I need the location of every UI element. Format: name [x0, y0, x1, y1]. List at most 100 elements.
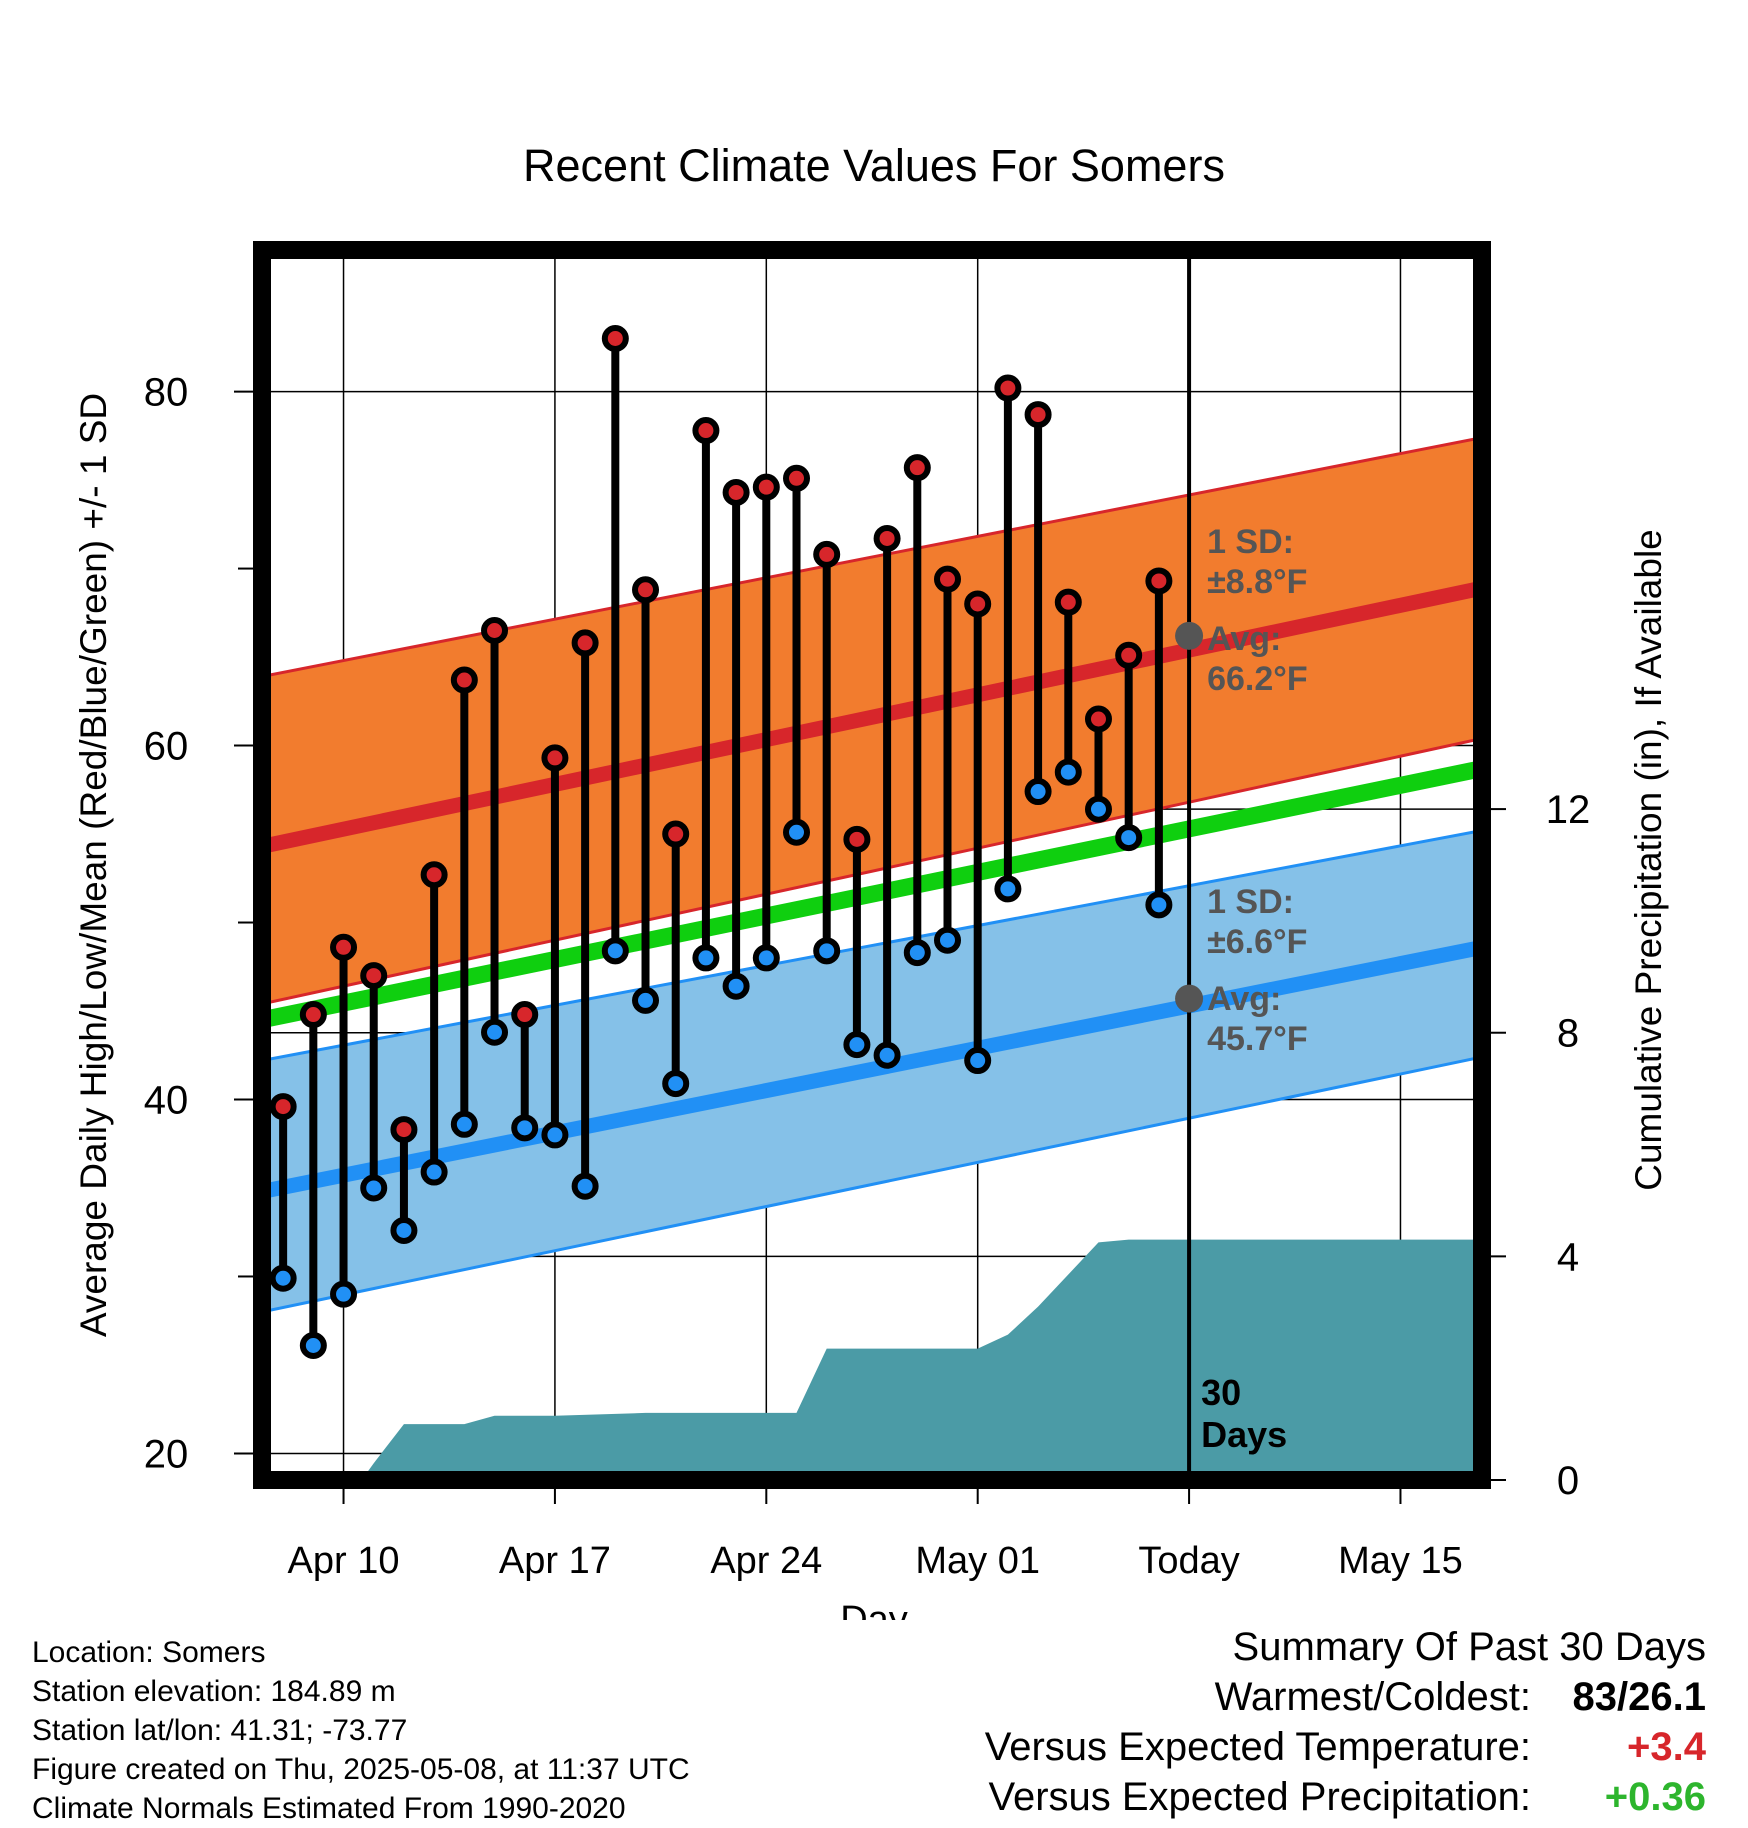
low-marker [420, 1158, 448, 1186]
high-marker [903, 454, 931, 482]
precipitation-area [262, 1239, 1482, 1480]
y2-tick-label: 0 [1557, 1459, 1579, 1503]
low-marker [813, 937, 841, 965]
location-text: Location: Somers [32, 1636, 266, 1669]
x-tick-label: Today [1138, 1540, 1239, 1582]
high-marker [1084, 705, 1112, 733]
y2-tick-label: 12 [1546, 788, 1591, 832]
x-tick-label: Apr 10 [288, 1540, 400, 1582]
low-marker [299, 1331, 327, 1359]
low-marker [873, 1041, 901, 1069]
low-marker [390, 1216, 418, 1244]
high-marker [299, 1001, 327, 1029]
chart-title: Recent Climate Values For Somers [523, 140, 1225, 191]
low-marker [1145, 891, 1173, 919]
low-marker [692, 944, 720, 972]
high-marker [964, 590, 992, 618]
today-days-label-line: Days [1201, 1414, 1287, 1455]
low-marker [1084, 795, 1112, 823]
low-marker [903, 939, 931, 967]
summary-row-warm-cold: Warmest/Coldest: 83/26.1 [985, 1672, 1706, 1722]
low-marker [964, 1047, 992, 1075]
y-tick-label: 20 [144, 1432, 189, 1476]
high-marker [420, 861, 448, 889]
high-marker [1054, 588, 1082, 616]
high-marker [511, 1001, 539, 1029]
temp-value: +3.4 [1627, 1725, 1706, 1769]
high-marker [994, 374, 1022, 402]
low-marker [601, 937, 629, 965]
low-marker [541, 1121, 569, 1149]
low-marker [481, 1018, 509, 1046]
x-tick-label: May 01 [915, 1540, 1040, 1582]
high-marker [783, 464, 811, 492]
low-marker [330, 1280, 358, 1308]
station-info: Location: Somers Station elevation: 184.… [32, 1633, 690, 1828]
y-tick-label: 80 [144, 371, 189, 415]
high-marker [813, 540, 841, 568]
low-marker [994, 875, 1022, 903]
high-marker [662, 820, 690, 848]
low-marker [843, 1031, 871, 1059]
normals-text: Climate Normals Estimated From 1990-2020 [32, 1792, 626, 1825]
x-tick-label: Apr 17 [499, 1540, 611, 1582]
high-marker [450, 666, 478, 694]
high-marker [933, 565, 961, 593]
x-tick-label: Apr 24 [710, 1540, 822, 1582]
today-days-label: 30 Days [1201, 1372, 1287, 1455]
low-marker [360, 1174, 388, 1202]
low-sd-value: ±6.6°F [1207, 923, 1307, 961]
high-marker [390, 1116, 418, 1144]
high-marker [752, 473, 780, 501]
y-tick-label: 40 [144, 1078, 189, 1122]
high-marker [571, 629, 599, 657]
y-axis-label: Average Daily High/Low/Mean (Red/Blue/Gr… [73, 393, 114, 1337]
low-avg-value: 45.7°F [1207, 1020, 1308, 1058]
warm-cold-value: 83/26.1 [1572, 1675, 1706, 1719]
precip-area [262, 1239, 1482, 1480]
high-marker [722, 478, 750, 506]
low-marker [450, 1110, 478, 1138]
today-marker: 30 Days [1175, 250, 1287, 1480]
high-marker [873, 524, 901, 552]
low-marker [1024, 778, 1052, 806]
high-avg-label: Avg: [1207, 620, 1281, 658]
plot-frame [253, 241, 1491, 1489]
high-sd-value: ±8.8°F [1207, 563, 1307, 601]
elevation-text: Station elevation: 184.89 m [32, 1675, 396, 1708]
high-marker [843, 825, 871, 853]
y-tick-label: 60 [144, 725, 189, 769]
summary-row-precip: Versus Expected Precipitation: +0.36 [985, 1772, 1706, 1822]
y2-tick-label: 8 [1557, 1012, 1579, 1056]
low-marker [662, 1070, 690, 1098]
high-marker [1024, 401, 1052, 429]
low-marker [571, 1172, 599, 1200]
low-marker [269, 1264, 297, 1292]
summary-title: Summary Of Past 30 Days [1232, 1625, 1706, 1669]
daily-markers [269, 324, 1173, 1359]
low-mean-line [262, 939, 1482, 1199]
climate-chart: Recent Climate Values For Somers 30 Days … [73, 140, 1669, 1620]
high-marker [1145, 567, 1173, 595]
low-avg-label: Avg: [1207, 980, 1281, 1018]
daily-range-stems [279, 338, 1163, 1346]
axes: Apr 10 Apr 17 Apr 24 May 01 Today May 1520406… [73, 241, 1669, 1620]
high-avg-dot [1175, 621, 1204, 650]
high-marker [601, 324, 629, 352]
normal-bands [262, 436, 1482, 1314]
high-upper-edge [262, 436, 1482, 678]
high-avg-value: 66.2°F [1207, 660, 1308, 698]
precip-label: Versus Expected Precipitation: [988, 1775, 1531, 1819]
low-marker [933, 926, 961, 954]
high-marker [632, 576, 660, 604]
low-avg-dot [1175, 984, 1204, 1013]
low-marker [783, 818, 811, 846]
low-marker [752, 944, 780, 972]
high-sd-label: 1 SD: [1207, 523, 1294, 561]
high-marker [360, 962, 388, 990]
low-marker [1115, 824, 1143, 852]
warm-cold-label: Warmest/Coldest: [1214, 1675, 1531, 1719]
high-marker [481, 617, 509, 645]
summary-row-temp: Versus Expected Temperature: +3.4 [985, 1722, 1706, 1772]
